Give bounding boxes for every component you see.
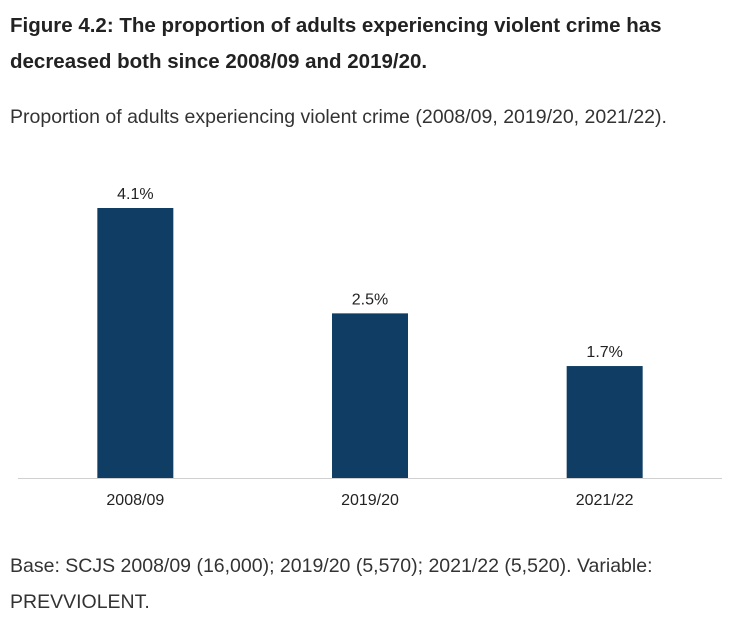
bar-2019-20	[332, 313, 408, 478]
data-label-2008-09: 4.1%	[117, 186, 153, 203]
x-tick-label-2021-22: 2021/22	[576, 492, 634, 509]
figure-title: Figure 4.2: The proportion of adults exp…	[10, 14, 662, 73]
bar-2008-09	[97, 208, 174, 478]
x-tick-label-2019-20: 2019/20	[341, 492, 399, 509]
chart-subtitle: Proportion of adults experiencing violen…	[10, 106, 667, 128]
chart-footnote: Base: SCJS 2008/09 (16,000); 2019/20 (5,…	[10, 555, 653, 613]
data-label-2021-22: 1.7%	[586, 344, 622, 361]
bar-2021-22	[566, 366, 643, 478]
x-tick-label-2008-09: 2008/09	[106, 492, 164, 509]
data-label-2019-20: 2.5%	[352, 291, 388, 308]
bar-chart: 4.1% 2008/09 2.5% 2019/20 1.7% 2021/22	[18, 186, 722, 509]
chart-area: 4.1% 2008/09 2.5% 2019/20 1.7% 2021/22	[0, 170, 742, 530]
